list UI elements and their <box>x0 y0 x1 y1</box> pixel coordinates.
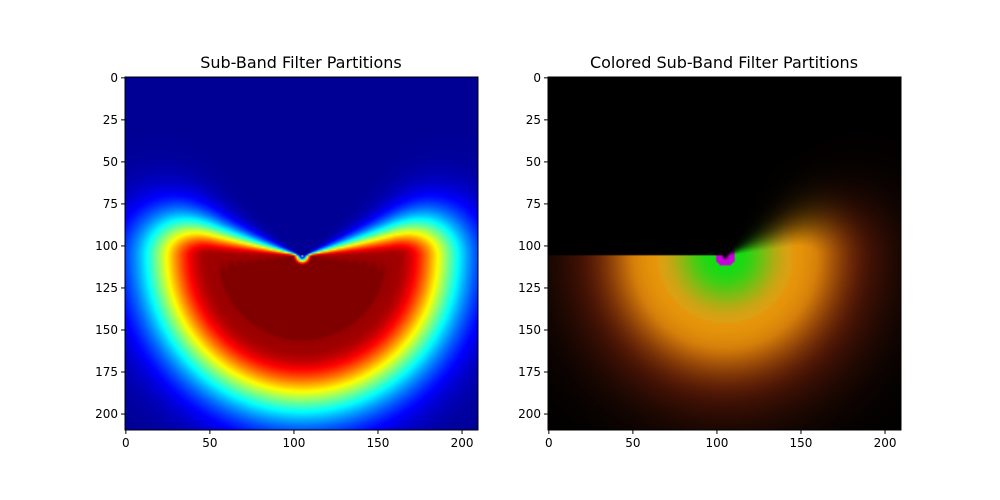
y-tick-label-left-25: 25 <box>103 113 118 127</box>
title-left: Sub-Band Filter Partitions <box>200 53 402 72</box>
axes-left: Sub-Band Filter Partitions 0 50 100 150 2000… <box>95 53 479 450</box>
ticks-left: 0 50 100 150 200 0 25 50 75 100 125 150 175 200 <box>95 71 473 450</box>
y-tick-label-right-75: 75 <box>526 197 541 211</box>
axes-frame-left <box>124 76 479 431</box>
y-tick-label-left-200: 200 <box>95 407 118 421</box>
y-tick-label-left-0: 0 <box>110 71 118 85</box>
y-tick-label-right-175: 175 <box>518 365 541 379</box>
y-tick-label-left-150: 150 <box>95 323 118 337</box>
x-tick-label-right-100: 100 <box>705 436 728 450</box>
x-tick-label-left-200: 200 <box>451 436 474 450</box>
heatmap-left <box>125 77 478 430</box>
axes-frame-right <box>547 76 902 431</box>
y-tick-label-left-75: 75 <box>103 197 118 211</box>
x-tick-label-right-150: 150 <box>790 436 813 450</box>
title-right: Colored Sub-Band Filter Partitions <box>590 53 858 72</box>
x-tick-label-left-0: 0 <box>122 436 130 450</box>
axes-right: Colored Sub-Band Filter Partitions 0 50 10… <box>518 53 902 450</box>
y-tick-label-left-175: 175 <box>95 365 118 379</box>
y-tick-label-right-50: 50 <box>526 155 541 169</box>
x-tick-label-right-0: 0 <box>545 436 553 450</box>
x-tick-label-left-50: 50 <box>202 436 217 450</box>
x-tick-label-right-50: 50 <box>625 436 640 450</box>
y-tick-label-left-125: 125 <box>95 281 118 295</box>
y-tick-label-right-150: 150 <box>518 323 541 337</box>
x-tick-label-left-150: 150 <box>367 436 390 450</box>
y-tick-label-right-100: 100 <box>518 239 541 253</box>
y-tick-label-right-0: 0 <box>533 71 541 85</box>
y-tick-label-left-100: 100 <box>95 239 118 253</box>
heatmap-right <box>548 77 901 430</box>
x-tick-label-left-100: 100 <box>282 436 305 450</box>
y-tick-label-right-125: 125 <box>518 281 541 295</box>
y-tick-label-right-25: 25 <box>526 113 541 127</box>
y-tick-label-left-50: 50 <box>103 155 118 169</box>
x-tick-label-right-200: 200 <box>874 436 897 450</box>
y-tick-label-right-200: 200 <box>518 407 541 421</box>
ticks-right: 0 50 100 150 200 0 25 50 75 100 125 150 175 200 <box>518 71 896 450</box>
